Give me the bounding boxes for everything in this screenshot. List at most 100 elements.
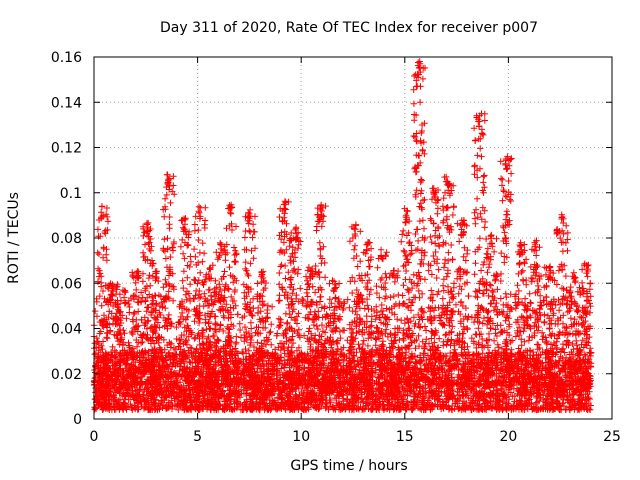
- data-point: [309, 397, 316, 404]
- data-point: [175, 406, 182, 414]
- data-point: [543, 397, 550, 405]
- data-point: [298, 396, 306, 404]
- data-point: [514, 404, 521, 411]
- data-point: [488, 404, 495, 412]
- data-point: [226, 405, 233, 413]
- data-point: [379, 398, 386, 405]
- data-point: [179, 397, 186, 405]
- data-point: [493, 395, 501, 402]
- data-point: [460, 398, 468, 405]
- data-point: [474, 401, 482, 408]
- data-points: [90, 58, 595, 414]
- data-point: [234, 403, 241, 410]
- data-point: [304, 350, 311, 357]
- data-point: [128, 391, 135, 398]
- data-point: [449, 395, 456, 403]
- data-point: [277, 401, 285, 408]
- data-point: [380, 406, 388, 413]
- data-point: [212, 401, 220, 408]
- data-point: [168, 405, 176, 413]
- data-point: [469, 384, 476, 392]
- data-point: [91, 406, 98, 413]
- data-point: [362, 402, 369, 409]
- data-point: [381, 405, 389, 412]
- data-point: [554, 404, 561, 411]
- data-point: [312, 402, 319, 409]
- data-point: [131, 402, 138, 409]
- data-point: [553, 399, 560, 407]
- data-point: [171, 401, 178, 409]
- data-point: [171, 395, 178, 402]
- data-point: [505, 405, 513, 412]
- data-point: [307, 401, 315, 408]
- data-point: [394, 404, 401, 411]
- data-point: [337, 404, 345, 411]
- data-point: [355, 399, 362, 406]
- data-point: [300, 390, 307, 397]
- data-point: [452, 349, 459, 357]
- data-point: [384, 401, 391, 409]
- data-point: [343, 391, 351, 399]
- data-point: [510, 402, 517, 409]
- data-point: [198, 400, 206, 407]
- data-point: [112, 395, 119, 403]
- data-point: [423, 390, 430, 397]
- data-point: [282, 405, 289, 412]
- data-point: [349, 398, 356, 405]
- data-point: [305, 406, 312, 413]
- data-point: [232, 396, 240, 404]
- chart-title: Day 311 of 2020, Rate Of TEC Index for r…: [160, 20, 538, 36]
- data-point: [155, 400, 162, 407]
- data-point: [373, 393, 381, 400]
- data-point: [329, 404, 337, 411]
- data-point: [223, 402, 230, 409]
- data-point: [355, 406, 362, 413]
- data-point: [236, 394, 244, 401]
- data-point: [116, 351, 123, 358]
- data-point: [312, 353, 319, 361]
- data-point: [389, 400, 396, 408]
- data-point: [91, 351, 98, 358]
- data-point: [414, 404, 422, 412]
- data-point: [420, 395, 427, 402]
- data-point: [213, 406, 220, 413]
- data-point: [410, 401, 417, 408]
- data-point: [549, 406, 556, 413]
- data-point: [423, 402, 430, 409]
- data-point: [331, 394, 339, 402]
- data-point: [369, 359, 377, 366]
- data-point: [238, 348, 246, 356]
- data-point: [405, 403, 412, 411]
- data-point: [453, 398, 460, 405]
- data-point: [523, 399, 530, 406]
- data-point: [243, 396, 250, 403]
- data-point: [351, 401, 359, 409]
- data-point: [438, 405, 445, 413]
- data-point: [346, 406, 353, 413]
- data-point: [335, 393, 342, 400]
- data-point: [298, 404, 305, 412]
- data-point: [166, 353, 173, 360]
- data-point: [385, 399, 392, 406]
- data-point: [163, 402, 170, 409]
- data-point: [292, 398, 299, 405]
- data-point: [421, 394, 428, 401]
- data-point: [106, 406, 113, 413]
- data-point: [166, 400, 174, 408]
- data-point: [125, 403, 132, 410]
- data-point: [408, 405, 415, 412]
- data-point: [340, 398, 347, 405]
- data-point: [270, 385, 277, 392]
- data-point: [359, 405, 366, 412]
- data-point: [340, 357, 347, 365]
- data-point: [542, 399, 549, 406]
- data-point: [587, 402, 594, 409]
- data-point: [174, 394, 181, 401]
- data-point: [397, 402, 404, 410]
- data-point: [529, 405, 536, 413]
- data-point: [224, 397, 231, 404]
- data-point: [187, 406, 194, 413]
- data-point: [271, 397, 278, 404]
- data-point: [209, 399, 217, 406]
